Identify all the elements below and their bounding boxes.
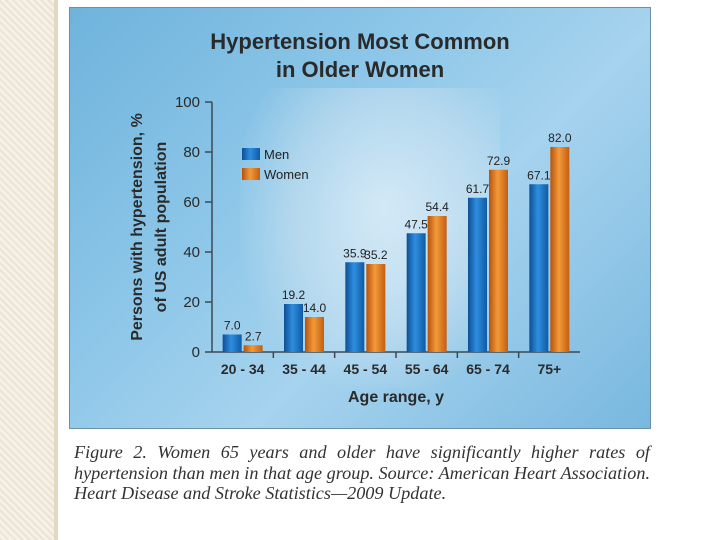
chart-title-line2: in Older Women (275, 57, 445, 82)
y-axis-title-line1: Persons with hypertension, % (129, 113, 146, 341)
axes: 0 20 40 60 80 100 20 - 34 35 - 44 45 - 54 55 - 64… (175, 94, 580, 377)
bar-women-3 (366, 264, 386, 352)
data-label: 54.4 (425, 200, 449, 214)
y-tick-label: 20 (183, 294, 200, 311)
x-tick-label: 35 - 44 (282, 361, 326, 377)
y-tick-label: 100 (175, 94, 200, 111)
chart-title: Hypertension Most Common in Older Women (70, 28, 650, 84)
y-axis-title: Persons with hypertension, % of US adult… (129, 113, 170, 341)
x-axis-title: Age range, y (348, 389, 444, 406)
bar-men-1 (222, 334, 242, 352)
bar-women-5 (489, 169, 508, 352)
legend-swatch-women (242, 168, 260, 180)
bar-men-3 (345, 262, 365, 352)
data-label: 47.5 (404, 217, 428, 231)
y-axis-title-line2: of US adult population (153, 142, 170, 313)
x-tick-label: 75+ (537, 361, 561, 377)
data-label: 72.9 (487, 154, 511, 168)
bar-chart: Persons with hypertension, % of US adult… (129, 94, 580, 406)
legend-label-men: Men (264, 147, 289, 162)
bar-women-1 (243, 345, 263, 352)
data-label: 67.1 (527, 168, 551, 182)
chart-figure: Hypertension Most Common in Older Women … (69, 7, 651, 429)
chart-title-line1: Hypertension Most Common (210, 29, 510, 54)
bar-women-4 (427, 216, 447, 352)
figure-caption: Figure 2. Women 65 years and older have … (74, 442, 650, 503)
y-tick-label: 80 (183, 144, 200, 161)
data-label: 61.7 (466, 182, 490, 196)
decorative-side-strip (0, 0, 58, 540)
bar-men-4 (406, 233, 426, 352)
bars: 7.0 2.7 19.214.0 35.935.2 47.5 54.4 61.7 72.9 67… (222, 131, 572, 352)
bar-men-6 (529, 184, 549, 352)
y-tick-label: 60 (183, 194, 200, 211)
y-tick-label: 40 (183, 244, 200, 261)
bar-women-6 (550, 147, 570, 352)
x-tick-label: 45 - 54 (344, 361, 388, 377)
bar-men-5 (468, 197, 487, 352)
data-label: 7.0 (224, 319, 241, 333)
x-tick-label: 55 - 64 (405, 361, 449, 377)
bar-women-2 (305, 317, 324, 352)
data-label: 19.2 (282, 288, 306, 302)
legend-label-women: Women (264, 167, 309, 182)
data-label: 35.9 (343, 246, 367, 260)
bar-men-2 (284, 304, 303, 352)
legend: Men Women (242, 147, 309, 182)
legend-swatch-men (242, 148, 260, 160)
data-label: 14.0 (303, 301, 327, 315)
data-label: 35.2 (364, 248, 388, 262)
x-tick-label: 65 - 74 (466, 361, 510, 377)
y-tick-label: 0 (192, 344, 200, 361)
data-label: 2.7 (245, 329, 262, 343)
data-label: 82.0 (548, 131, 572, 145)
x-tick-label: 20 - 34 (221, 361, 265, 377)
